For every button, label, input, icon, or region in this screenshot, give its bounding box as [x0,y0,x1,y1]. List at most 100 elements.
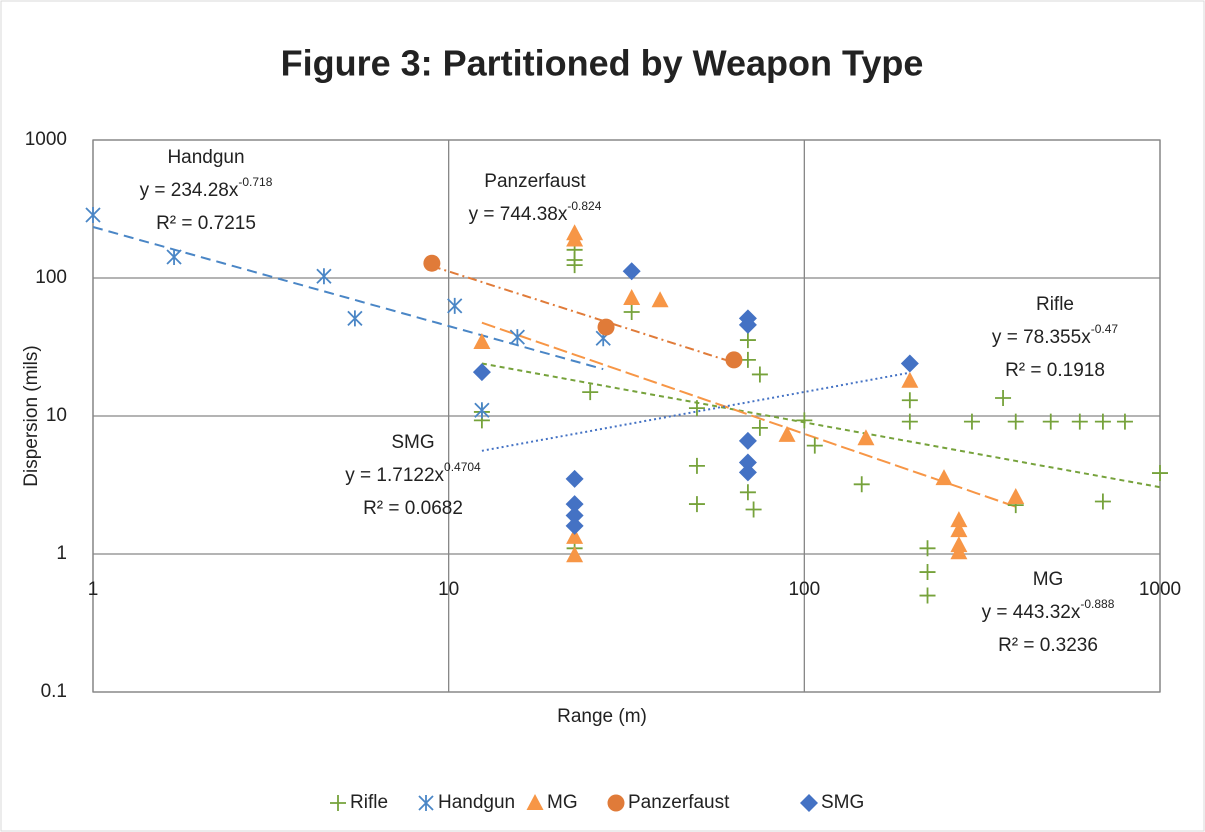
marker-plus [901,413,918,430]
marker-shape [447,297,463,314]
trendline-equation: y = 234.28x-0.718 [140,175,273,201]
x-tick-label: 100 [788,579,820,600]
marker-circle [423,254,441,272]
marker-triangle [566,230,584,247]
marker-diamond [738,431,757,450]
marker-shape [806,437,823,454]
marker-triangle [950,543,968,560]
marker-shape [651,291,669,308]
marker-plus [739,332,756,349]
marker-star [347,310,363,327]
marker-plus [739,484,756,501]
marker-shape [1042,413,1059,430]
marker-shape [725,351,743,369]
marker-plus [919,564,936,581]
marker-shape [472,363,491,382]
trendline-r2: R² = 0.3236 [998,635,1098,656]
marker-plus [623,304,640,321]
marker-triangle [566,527,584,544]
marker-shape [418,795,434,811]
marker-shape [963,413,980,430]
marker-shape [796,412,813,429]
marker-plus [1094,493,1111,510]
marker-plus [1152,465,1168,482]
marker-plus [1116,413,1133,430]
marker-plus [796,412,813,429]
marker-triangle [473,332,491,349]
legend-marker [418,795,434,811]
marker-shape [739,351,756,368]
marker-diamond [565,506,584,525]
marker-shape [85,207,101,224]
marker-plus [919,587,936,604]
marker-diamond [738,315,757,334]
marker-triangle [950,511,968,528]
marker-triangle [651,291,669,308]
marker-diamond [565,516,584,535]
equation-text: y = 234.28x [140,180,239,201]
marker-shape [751,419,768,436]
marker-shape [935,469,953,486]
equation-text: y = 744.38x [469,204,568,225]
legend-label: Rifle [350,792,388,813]
trendline-equation: y = 1.7122x0.4704 [345,460,481,486]
equation-exponent: -0.718 [238,175,272,189]
marker-plus [688,496,705,513]
marker-shape [738,453,757,472]
y-tick-label: 1000 [25,129,67,150]
trendline-r2: R² = 0.1918 [1005,360,1105,381]
legend-marker [526,794,544,810]
marker-shape [622,262,641,281]
marker-shape [901,413,918,430]
marker-shape [1152,465,1168,482]
marker-star [474,402,490,419]
marker-plus [919,540,936,557]
marker-triangle [901,371,919,388]
trendline-equation: y = 443.32x-0.888 [982,597,1115,623]
marker-shape [1007,487,1025,504]
marker-plus [1094,413,1111,430]
marker-plus [995,390,1012,407]
marker-shape [919,587,936,604]
marker-shape [423,254,441,272]
marker-shape [623,304,640,321]
marker-diamond [900,354,919,373]
marker-shape [1007,413,1024,430]
marker-diamond [738,463,757,482]
trendline-r2: R² = 0.0682 [363,498,463,519]
trendline [431,265,735,364]
marker-shape [566,230,584,247]
marker-shape [347,310,363,327]
marker-shape [1094,493,1111,510]
marker-triangle [1007,487,1025,504]
marker-plus [688,400,705,417]
x-tick-label: 1 [88,579,99,600]
marker-shape [751,366,768,383]
marker-shape [526,794,544,810]
trendline-equation: y = 744.38x-0.824 [469,199,602,225]
marker-shape [738,431,757,450]
marker-shape [566,527,584,544]
trendline-name: MG [1033,569,1064,590]
marker-star [85,207,101,224]
marker-shape [919,564,936,581]
marker-triangle [857,429,875,446]
marker-shape [853,476,870,493]
marker-shape [900,354,919,373]
marker-shape [1071,413,1088,430]
y-tick-label: 1 [56,543,67,564]
marker-plus [739,351,756,368]
marker-triangle [566,546,584,563]
marker-diamond [565,469,584,488]
marker-plus [751,366,768,383]
legend-label: MG [547,792,578,813]
y-tick-label: 0.1 [41,681,67,702]
marker-star [316,268,332,285]
marker-shape [901,392,918,409]
marker-shape [738,315,757,334]
marker-shape [473,332,491,349]
marker-plus [566,257,583,274]
marker-shape [566,546,584,563]
marker-triangle [623,289,641,306]
equation-text: y = 78.355x [992,327,1091,348]
